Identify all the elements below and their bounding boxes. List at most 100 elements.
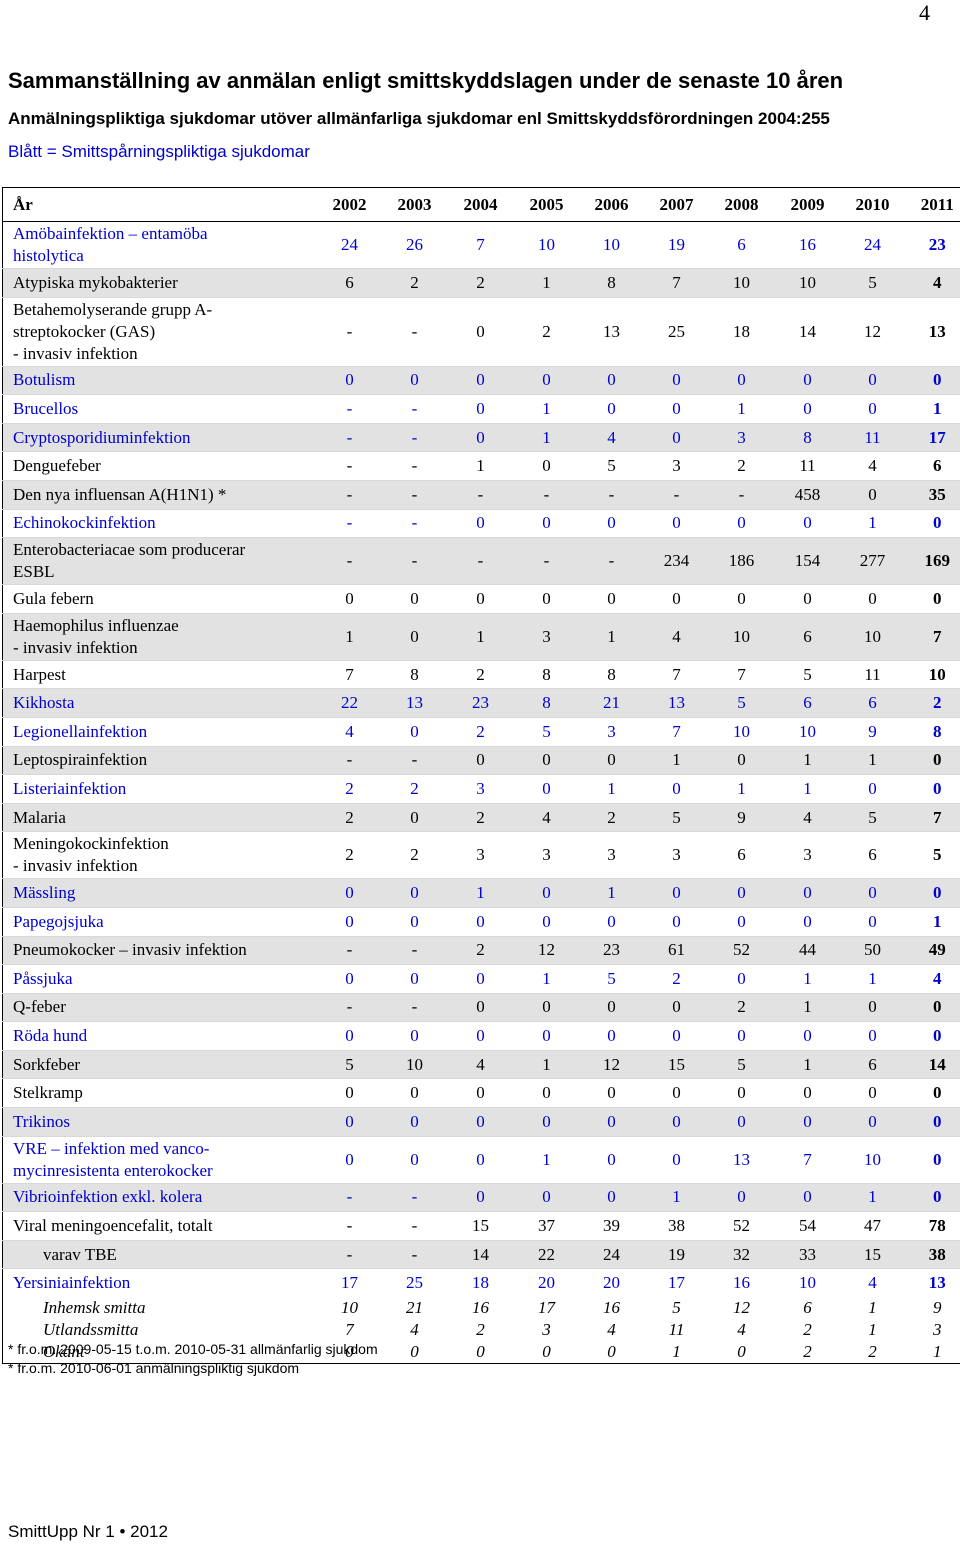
table-row: Sorkfeber 5 10 4 1 12 15 5 1 6 14 bbox=[2, 1050, 960, 1079]
disease-name: Röda hund bbox=[13, 1026, 88, 1046]
case-count: 3 bbox=[672, 845, 681, 865]
case-count: 0 bbox=[410, 1083, 419, 1103]
case-count: - bbox=[382, 1183, 447, 1212]
case-count: 10 bbox=[799, 721, 816, 741]
case-count: 8 bbox=[514, 688, 579, 718]
disease-name: VRE – infektion med vanco- mycinresisten… bbox=[13, 1138, 213, 1180]
case-count: 12 bbox=[578, 1050, 645, 1079]
disease-name: Echinokockinfektion bbox=[13, 513, 156, 533]
case-count: 0 bbox=[774, 366, 841, 395]
case-count: 2 bbox=[446, 803, 515, 832]
case-count: 21 bbox=[578, 688, 645, 718]
case-count: 1 bbox=[316, 613, 383, 661]
case-count: 4 bbox=[607, 1320, 616, 1340]
subrow-name: Inhemsk smitta bbox=[43, 1298, 146, 1318]
case-count: 0 bbox=[542, 1026, 551, 1046]
case-count: 1 bbox=[578, 878, 645, 908]
case-count: 10 bbox=[799, 1273, 816, 1293]
case-count: 5 bbox=[644, 803, 709, 832]
case-count: 50 bbox=[840, 936, 905, 965]
case-count: 0 bbox=[803, 588, 812, 608]
disease-name: Harpest bbox=[13, 664, 66, 684]
case-count: 0 bbox=[345, 588, 354, 608]
case-count: 2 bbox=[708, 993, 775, 1022]
case-count: - bbox=[316, 537, 383, 585]
case-count: 61 bbox=[644, 936, 709, 965]
case-count: 0 bbox=[644, 423, 709, 452]
case-count: 0 bbox=[904, 878, 960, 908]
case-count: 0 bbox=[803, 1083, 812, 1103]
case-count: 23 bbox=[446, 688, 515, 718]
disease-name: Gula febern bbox=[13, 588, 94, 608]
case-count: 1 bbox=[542, 398, 551, 418]
header-year: 2005 bbox=[514, 187, 579, 222]
case-count: 17 bbox=[341, 1273, 358, 1293]
case-count: 9 bbox=[708, 803, 775, 832]
case-count: - bbox=[644, 480, 709, 510]
case-count: 0 bbox=[933, 588, 942, 608]
case-count: 1 bbox=[446, 613, 515, 661]
case-count: 1 bbox=[737, 778, 746, 798]
case-count: - bbox=[382, 480, 447, 510]
case-count: - bbox=[411, 321, 418, 341]
case-count: 1 bbox=[542, 1149, 551, 1169]
case-count: 8 bbox=[410, 664, 419, 684]
case-count: 7 bbox=[476, 235, 485, 254]
table-row: Betahemolyserande grupp A- streptokocker… bbox=[2, 297, 960, 366]
case-count: 8 bbox=[578, 268, 645, 298]
case-count: 11 bbox=[864, 664, 881, 684]
case-count: 5 bbox=[803, 664, 812, 684]
disease-name: varav TBE bbox=[2, 1240, 317, 1269]
case-count: 0 bbox=[345, 1342, 354, 1362]
case-count: 17 bbox=[904, 423, 960, 452]
disease-name: Q-feber bbox=[2, 993, 317, 1022]
case-count: 16 bbox=[472, 1298, 489, 1318]
case-count: 16 bbox=[603, 1298, 620, 1318]
case-count: 9 bbox=[933, 1298, 942, 1318]
case-count: 39 bbox=[603, 1216, 620, 1236]
case-count: 13 bbox=[733, 1149, 750, 1169]
case-count: 12 bbox=[733, 1298, 750, 1318]
disease-name: Botulism bbox=[2, 366, 317, 395]
case-count: 2 bbox=[446, 936, 515, 965]
header-year: 2011 bbox=[904, 187, 960, 222]
case-count: 0 bbox=[410, 1026, 419, 1046]
case-count: 8 bbox=[542, 664, 551, 684]
case-count: 1 bbox=[774, 1050, 841, 1079]
case-count: 0 bbox=[933, 513, 942, 533]
case-count: 0 bbox=[933, 1026, 942, 1046]
case-count: 38 bbox=[668, 1216, 685, 1236]
disease-name: Viral meningoencefalit, totalt bbox=[13, 1216, 213, 1236]
case-count: 0 bbox=[708, 366, 775, 395]
case-count: 6 bbox=[840, 1050, 905, 1079]
case-count: 54 bbox=[799, 1216, 816, 1236]
case-count: 0 bbox=[607, 1342, 616, 1362]
case-count: 0 bbox=[476, 321, 485, 341]
case-count: 0 bbox=[737, 1026, 746, 1046]
case-count: 1 bbox=[644, 746, 709, 775]
disease-name: Meningokockinfektion - invasiv infektion bbox=[13, 834, 169, 876]
table-row: Yersiniainfektion 17 25 18 20 20 17 16 10 4 13 bbox=[2, 1268, 960, 1297]
footnote: * fr.o.m. 2009-05-15 t.o.m. 2010-05-31 a… bbox=[8, 1341, 378, 1357]
case-count: 0 bbox=[607, 398, 616, 418]
case-count: 7 bbox=[345, 664, 354, 684]
case-count: 5 bbox=[672, 1298, 681, 1318]
case-count: - bbox=[316, 480, 383, 510]
case-count: 20 bbox=[538, 1273, 555, 1293]
case-count: 0 bbox=[803, 911, 812, 931]
case-count: 0 bbox=[382, 878, 447, 908]
case-count: 35 bbox=[904, 480, 960, 510]
header-year: 2009 bbox=[774, 187, 841, 222]
case-count: 13 bbox=[928, 1273, 946, 1293]
disease-name: Yersiniainfektion bbox=[13, 1273, 131, 1293]
header-year: 2002 bbox=[316, 187, 383, 222]
case-count: 0 bbox=[904, 1183, 960, 1212]
case-count: 47 bbox=[864, 1216, 881, 1236]
disease-name: Kikhosta bbox=[2, 688, 317, 718]
case-count: 24 bbox=[341, 235, 358, 254]
case-count: 0 bbox=[607, 1083, 616, 1103]
case-count: - bbox=[382, 993, 447, 1022]
case-count: 52 bbox=[733, 1216, 750, 1236]
case-count: 0 bbox=[476, 1083, 485, 1103]
case-count: 5 bbox=[316, 1050, 383, 1079]
